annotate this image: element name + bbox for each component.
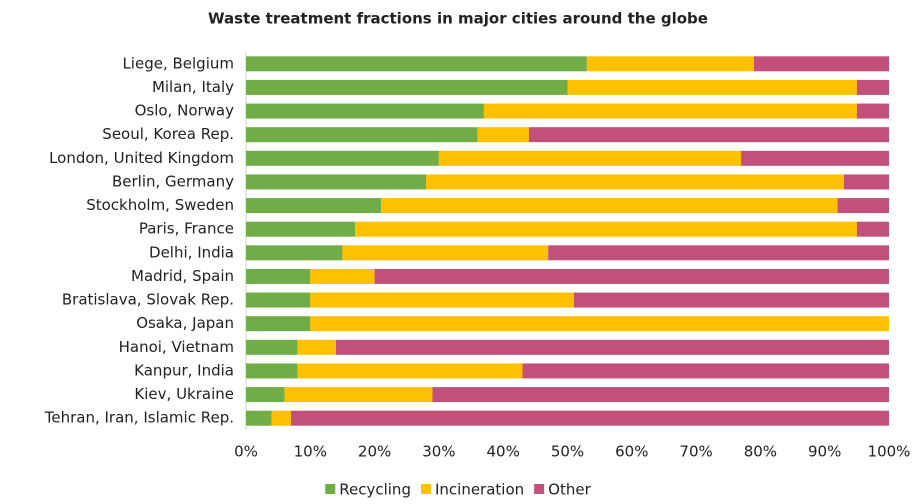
bar-segment — [246, 221, 356, 237]
bar-segment — [573, 292, 889, 308]
x-tick-label: 40% — [487, 443, 520, 461]
x-tick-label: 100% — [868, 443, 911, 461]
y-tick-label: Milan, Italy — [152, 78, 234, 96]
y-tick-label: Oslo, Norway — [135, 102, 235, 120]
y-tick-label: Kiev, Ukraine — [134, 385, 234, 403]
y-tick-label: Seoul, Korea Rep. — [102, 125, 234, 143]
bar-segment — [246, 103, 484, 119]
x-tick-label: 50% — [551, 443, 584, 461]
bar-segment — [291, 410, 889, 426]
y-tick-label: Paris, France — [139, 220, 234, 238]
y-tick-label: Liege, Belgium — [122, 54, 234, 72]
x-tick-label: 80% — [744, 443, 777, 461]
bar-segment — [246, 410, 272, 426]
y-tick-label: London, United Kingdom — [49, 149, 234, 167]
bar-segment — [246, 174, 427, 190]
bar-segment — [355, 221, 857, 237]
y-tick-label: Osaka, Japan — [136, 314, 234, 332]
x-tick-label: 20% — [358, 443, 391, 461]
bar-segment — [381, 198, 838, 214]
bar-segment — [856, 79, 889, 95]
bar-segment — [310, 316, 889, 332]
bar-segment — [426, 174, 844, 190]
bar-segment — [837, 198, 889, 214]
bar-segment — [374, 268, 890, 284]
x-tick-label: 90% — [808, 443, 841, 461]
x-tick-label: 70% — [679, 443, 712, 461]
x-tick-label: 10% — [294, 443, 327, 461]
bar-segment — [297, 363, 523, 379]
bar-segment — [567, 79, 857, 95]
legend-swatch — [534, 484, 545, 494]
bar-segment — [548, 245, 889, 261]
legend-label: Other — [548, 481, 591, 499]
y-tick-label: Delhi, India — [149, 243, 234, 261]
bar-segment — [483, 103, 857, 119]
bar-segment — [246, 150, 439, 166]
y-tick-label: Bratislava, Slovak Rep. — [62, 291, 234, 309]
bar-segment — [477, 127, 529, 143]
y-tick-label: Hanoi, Vietnam — [119, 338, 234, 356]
bar-segment — [856, 221, 889, 237]
x-tick-label: 30% — [422, 443, 455, 461]
legend-swatch — [420, 484, 431, 494]
y-tick-label: Kanpur, India — [134, 361, 234, 379]
bar-segment — [522, 363, 889, 379]
bar-segment — [246, 292, 311, 308]
bar-segment — [843, 174, 889, 190]
bar-segment — [528, 127, 889, 143]
bar-segment — [432, 387, 889, 403]
bar-segment — [586, 56, 754, 72]
bar-segment — [271, 410, 292, 426]
bar-segment — [246, 56, 587, 72]
bar-segment — [246, 316, 311, 332]
y-tick-label: Tehran, Iran, Islamic Rep. — [44, 409, 234, 427]
bar-segment — [246, 363, 298, 379]
bar-segment — [342, 245, 549, 261]
bar-segment — [438, 150, 742, 166]
bar-segment — [310, 268, 375, 284]
legend-label: Recycling — [339, 481, 411, 499]
x-tick-label: 0% — [234, 443, 258, 461]
bar-segment — [284, 387, 433, 403]
bar-segment — [246, 245, 343, 261]
chart-title: Waste treatment fractions in major citie… — [208, 10, 708, 28]
bar-segment — [246, 127, 478, 143]
bar-segment — [297, 339, 337, 355]
bar-segment — [246, 198, 382, 214]
x-tick-label: 60% — [615, 443, 648, 461]
bar-segment — [246, 79, 568, 95]
bar-segment — [741, 150, 889, 166]
legend-label: Incineration — [435, 481, 524, 499]
y-tick-label: Madrid, Spain — [131, 267, 234, 285]
y-tick-label: Stockholm, Sweden — [86, 196, 234, 214]
bar-segment — [246, 268, 311, 284]
bar-segment — [336, 339, 889, 355]
bar-segment — [310, 292, 574, 308]
y-tick-label: Berlin, Germany — [112, 172, 234, 190]
bar-segment — [246, 339, 298, 355]
bar-segment — [753, 56, 889, 72]
legend-swatch — [325, 484, 336, 494]
bar-segment — [856, 103, 889, 119]
bar-segment — [246, 387, 285, 403]
